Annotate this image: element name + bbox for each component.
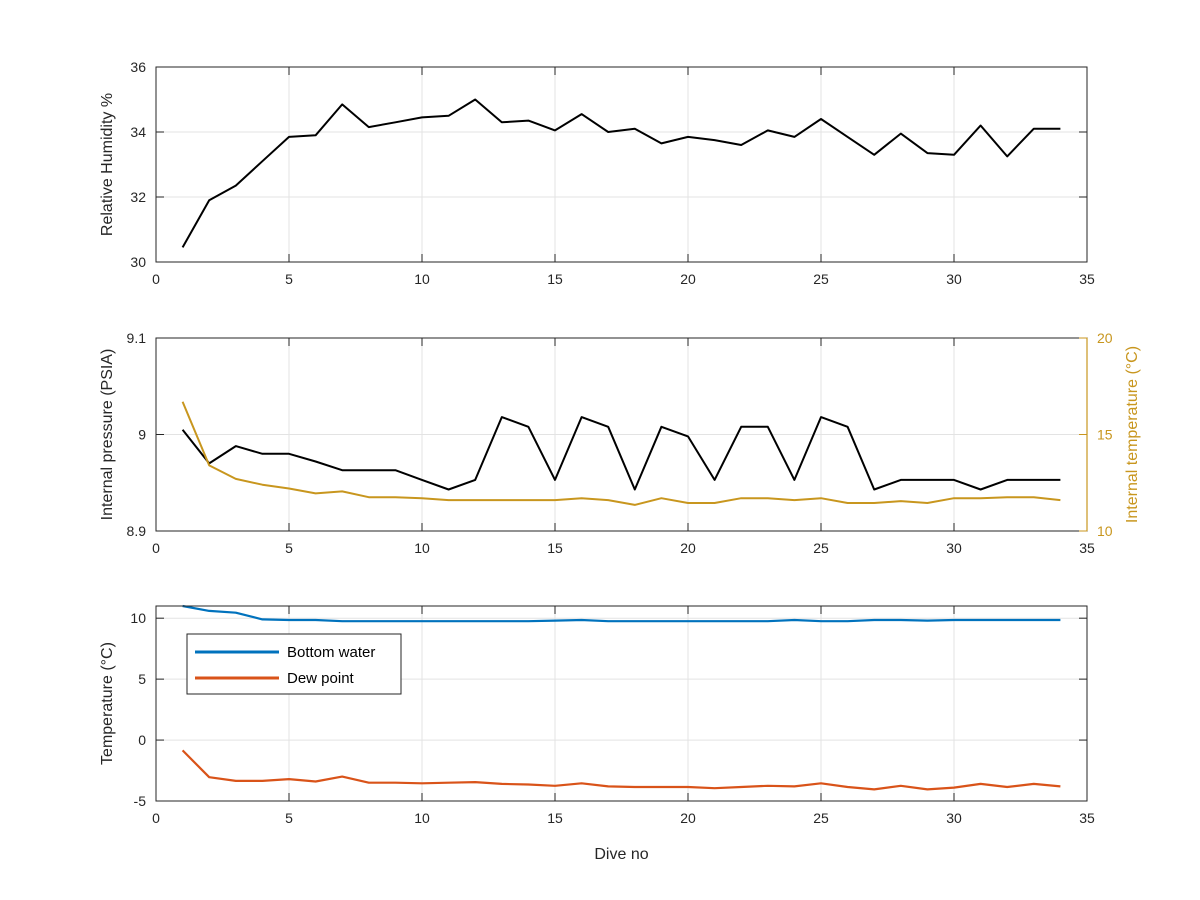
x-tick-label: 30 xyxy=(946,810,962,826)
y-tick-label: 30 xyxy=(130,254,146,270)
x-tick-label: 15 xyxy=(547,540,563,556)
legend-label-dew-point: Dew point xyxy=(287,670,355,687)
series-1-line xyxy=(181,416,1061,491)
x-tick-label: 10 xyxy=(414,810,430,826)
dew-point-line xyxy=(181,749,1061,791)
x-tick-label: 35 xyxy=(1079,540,1095,556)
x-tick-label: 0 xyxy=(152,810,160,826)
y-axis-label: Relative Humidity % xyxy=(99,93,116,236)
plot-area xyxy=(156,67,1087,262)
x-tick-label: 15 xyxy=(547,810,563,826)
y-tick-label: 5 xyxy=(138,671,146,687)
x-tick-label: 20 xyxy=(680,271,696,287)
x-tick-label: 25 xyxy=(813,540,829,556)
legend-label-bottom-water: Bottom water xyxy=(287,644,375,661)
y2-tick-label: 15 xyxy=(1097,427,1113,443)
x-tick-label: 0 xyxy=(152,271,160,287)
y-tick-label: 36 xyxy=(130,59,146,75)
y-tick-label: 0 xyxy=(138,732,146,748)
axes-frame xyxy=(155,605,1088,802)
x-tick-label: 10 xyxy=(414,540,430,556)
x-tick-label: 5 xyxy=(285,271,293,287)
y-tick-label: 8.9 xyxy=(127,523,147,539)
x-tick-label: 15 xyxy=(547,271,563,287)
y-axis-label: Internal pressure (PSIA) xyxy=(99,349,116,521)
axes-frame xyxy=(155,66,1088,263)
x-tick-label: 35 xyxy=(1079,810,1095,826)
x-tick-label: 10 xyxy=(414,271,430,287)
x-tick-label: 0 xyxy=(152,540,160,556)
chart-temperature: 0 5 10 15 20 25 30 35 -5 0 5 10 Temperature (°C) Dive… xyxy=(99,604,1095,863)
series-1-line xyxy=(181,98,1061,248)
y-tick-label: 9.1 xyxy=(127,330,147,346)
x-tick-label: 5 xyxy=(285,810,293,826)
y-axis-label: Temperature (°C) xyxy=(99,642,116,765)
y-tick-label: -5 xyxy=(134,793,147,809)
x-tick-label: 5 xyxy=(285,540,293,556)
bottom-water-line xyxy=(182,604,1061,623)
y2-tick-label: 10 xyxy=(1097,523,1113,539)
y-tick-label: 34 xyxy=(130,124,146,140)
chart-humidity: 0 5 10 15 20 25 30 35 30 32 34 36 Relative Humidity … xyxy=(99,59,1095,287)
x-tick-label: 30 xyxy=(946,271,962,287)
legend: Bottom water Dew point xyxy=(186,633,402,695)
y-tick-label: 32 xyxy=(130,189,146,205)
x-tick-label: 35 xyxy=(1079,271,1095,287)
chart-pressure: 0 5 10 15 20 25 30 35 8.9 9 9.1 10 15 20 Internal temp… xyxy=(99,330,1141,556)
y2-tick-label: 20 xyxy=(1097,330,1113,346)
x-tick-label: 25 xyxy=(813,271,829,287)
y-tick-label: 10 xyxy=(130,610,146,626)
y2-axis-label: Internal temperature (°C) xyxy=(1124,346,1141,523)
legend-box xyxy=(186,633,402,695)
x-tick-label: 20 xyxy=(680,810,696,826)
x-tick-label: 30 xyxy=(946,540,962,556)
y-tick-label: 9 xyxy=(138,427,146,443)
x-tick-label: 20 xyxy=(680,540,696,556)
x-tick-label: 25 xyxy=(813,810,829,826)
x-axis-label: Dive no xyxy=(594,846,648,863)
series-2-line xyxy=(181,401,1061,506)
